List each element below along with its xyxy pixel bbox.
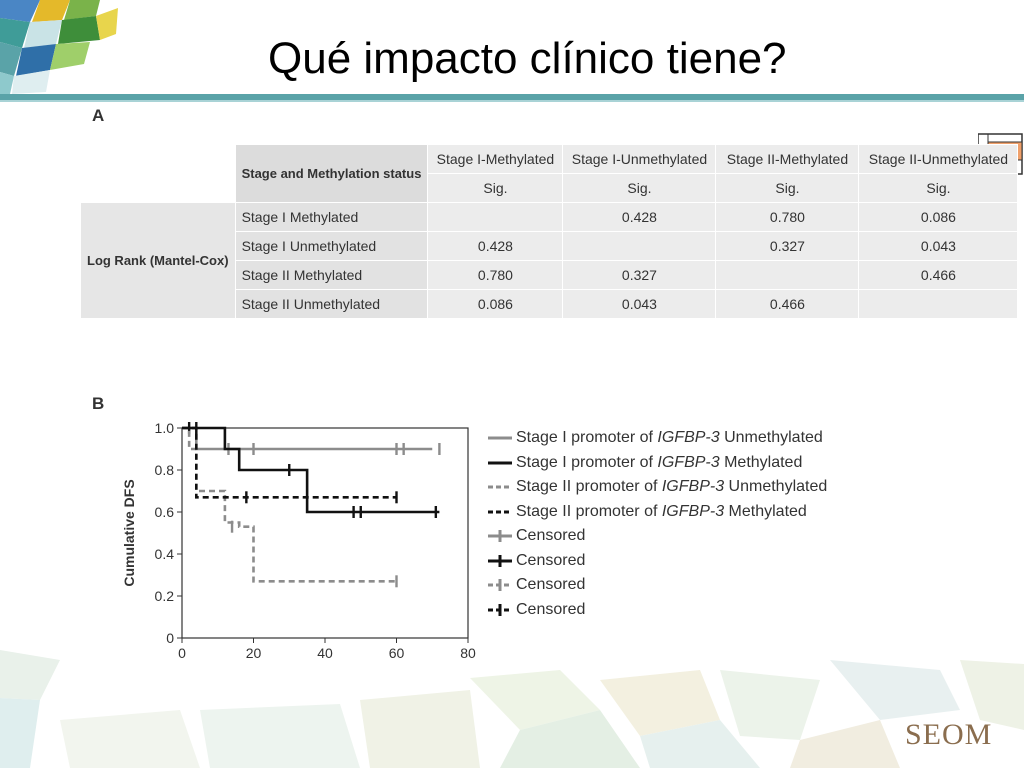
legend-label: Censored — [516, 527, 586, 545]
legend-label: Stage II promoter of IGFBP-3 Methylated — [516, 502, 807, 520]
legend-item: Stage I promoter of IGFBP-3 Unmethylated — [488, 426, 827, 451]
table-cell: 0.086 — [858, 202, 1019, 232]
panel-a-label: A — [92, 106, 105, 125]
x-tick-label: 80 — [460, 645, 476, 661]
column-subheader: Sig. — [858, 173, 1019, 203]
footer-mosaic — [0, 650, 1024, 768]
row-label: Stage I Unmethylated — [234, 231, 429, 261]
survival-curve-3 — [182, 426, 397, 583]
legend-swatch — [488, 436, 512, 440]
chart-legend: Stage I promoter of IGFBP-3 Unmethylated… — [488, 426, 827, 622]
corner-mosaic — [0, 0, 118, 94]
table-cell: 0.428 — [427, 231, 564, 261]
column-header: Stage II-Unmethylated — [858, 144, 1019, 174]
page-title: Qué impacto clínico tiene? — [268, 34, 787, 83]
legend-label: Stage I promoter of IGFBP-3 Methylated — [516, 453, 803, 471]
title-divider-accent — [0, 100, 1024, 102]
column-subheader: Sig. — [715, 173, 860, 203]
x-tick-label: 40 — [317, 645, 333, 661]
x-tick-label: 60 — [389, 645, 405, 661]
legend-swatch — [488, 510, 512, 514]
table-cell: 0.086 — [427, 289, 564, 319]
legend-label: Censored — [516, 600, 586, 618]
table-cell: 0.327 — [562, 260, 717, 290]
legend-label: Censored — [516, 551, 586, 569]
y-tick-label: 0.6 — [155, 504, 175, 520]
y-tick-label: 1.0 — [155, 420, 175, 436]
table-corner-header: Stage and Methylation status — [234, 144, 429, 203]
survival-curve-2 — [182, 426, 440, 514]
title-divider — [0, 94, 1024, 100]
survival-curve-4 — [182, 426, 397, 499]
x-tick-label: 0 — [178, 645, 186, 661]
legend-item: Stage I promoter of IGFBP-3 Methylated — [488, 451, 827, 476]
x-tick-label: 20 — [246, 645, 262, 661]
seom-logo: SEOM — [905, 718, 993, 751]
panel-b-label: B — [92, 394, 105, 413]
plot-frame — [181, 427, 469, 639]
column-header: Stage I-Unmethylated — [562, 144, 717, 174]
table-cell — [562, 231, 717, 261]
legend-label: Censored — [516, 576, 586, 594]
table-cell: 0.428 — [562, 202, 717, 232]
column-subheader: Sig. — [562, 173, 717, 203]
legend-swatch — [488, 603, 512, 616]
y-tick-label: 0.8 — [155, 462, 175, 478]
table-cell: 0.043 — [562, 289, 717, 319]
legend-swatch — [488, 530, 512, 543]
table-cell: 0.780 — [427, 260, 564, 290]
row-label: Stage I Methylated — [234, 202, 429, 232]
legend-item: Stage II promoter of IGFBP-3 Methylated — [488, 500, 827, 525]
legend-swatch — [488, 554, 512, 567]
y-tick-label: 0.4 — [155, 546, 175, 562]
column-subheader: Sig. — [427, 173, 564, 203]
table-cell: 0.780 — [715, 202, 860, 232]
row-label: Stage II Unmethylated — [234, 289, 429, 319]
row-label: Stage II Methylated — [234, 260, 429, 290]
legend-item: Censored — [488, 549, 827, 574]
table-cell — [715, 260, 860, 290]
survival-chart: 0 20 40 60 80 0 0.2 0.4 0.6 0.8 1.0 Cumulative DFS — [121, 420, 476, 661]
table-cell: 0.466 — [715, 289, 860, 319]
row-group-label: Log Rank (Mantel-Cox) — [80, 202, 236, 319]
table-cell: 0.327 — [715, 231, 860, 261]
legend-label: Stage II promoter of IGFBP-3 Unmethylate… — [516, 478, 828, 496]
legend-swatch — [488, 461, 512, 465]
column-header: Stage II-Methylated — [715, 144, 860, 174]
legend-swatch — [488, 579, 512, 592]
legend-item: Censored — [488, 524, 827, 549]
table-cell — [858, 289, 1019, 319]
column-header: Stage I-Methylated — [427, 144, 564, 174]
table-cell: 0.043 — [858, 231, 1019, 261]
y-axis-label: Cumulative DFS — [121, 479, 137, 586]
log-rank-table: Stage and Methylation status Stage I-Met… — [80, 144, 1019, 319]
legend-item: Stage II promoter of IGFBP-3 Unmethylate… — [488, 475, 827, 500]
y-tick-label: 0.2 — [155, 588, 175, 604]
legend-item: Censored — [488, 598, 827, 623]
table-cell: 0.466 — [858, 260, 1019, 290]
legend-label: Stage I promoter of IGFBP-3 Unmethylated — [516, 429, 823, 447]
y-tick-label: 0 — [166, 630, 174, 646]
legend-swatch — [488, 485, 512, 489]
legend-item: Censored — [488, 573, 827, 598]
table-cell — [427, 202, 564, 232]
